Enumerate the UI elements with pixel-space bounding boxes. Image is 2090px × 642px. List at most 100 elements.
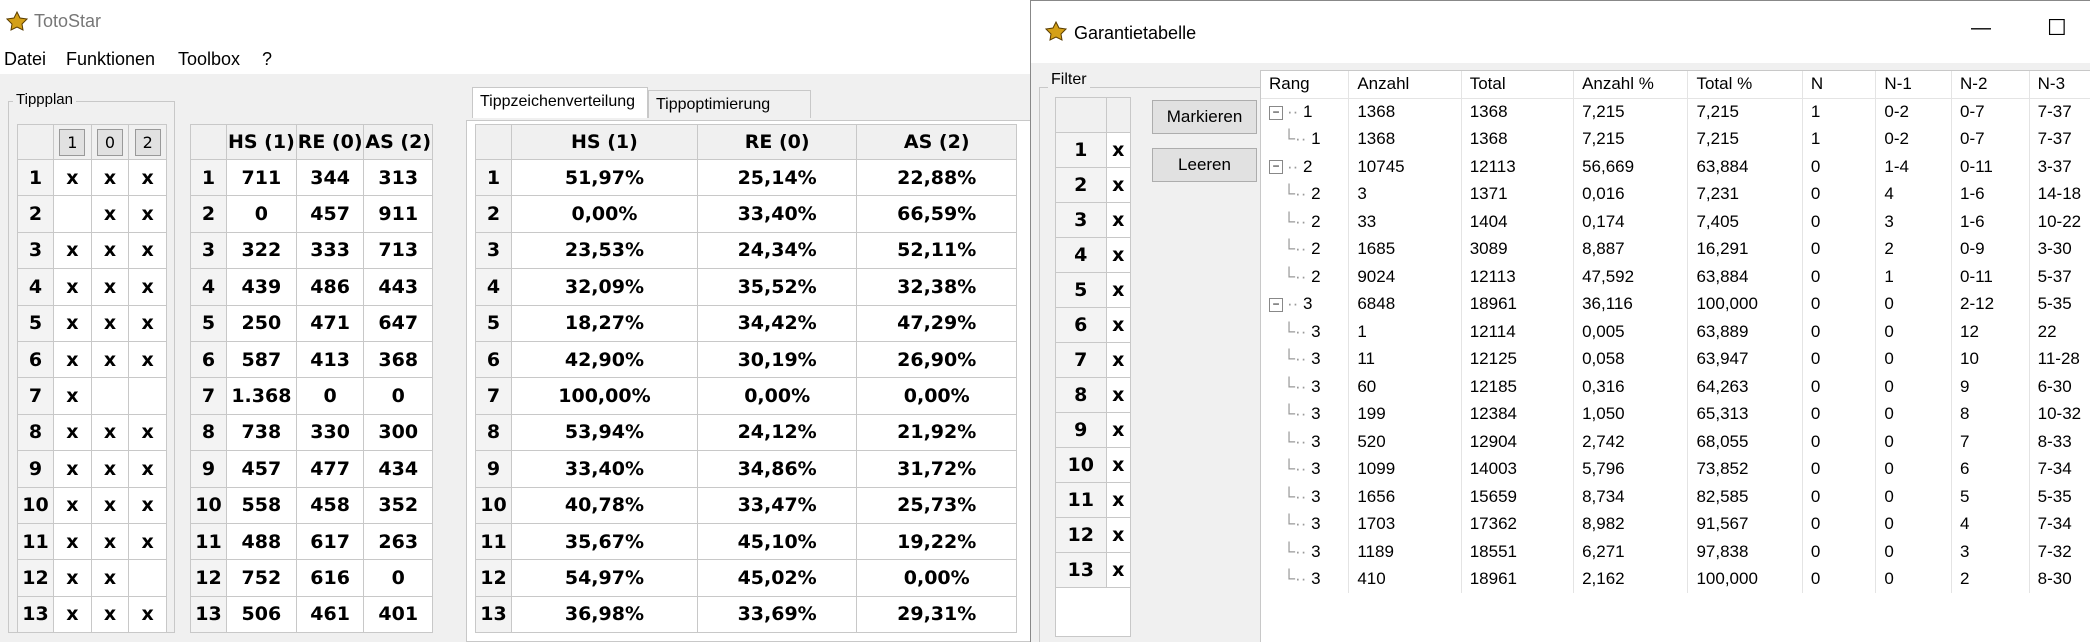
garantie-row[interactable]: └·· 3 11 12125 0,058 63,947 0 0 10 11-28	[1261, 345, 2090, 373]
col-header-2[interactable]: 2	[128, 124, 167, 160]
filter-cell[interactable]: x	[1105, 412, 1132, 448]
tippplan-cell[interactable]: x	[53, 340, 92, 379]
garantie-col-header[interactable]: Anzahl %	[1573, 71, 1689, 99]
tippplan-cell[interactable]: x	[90, 486, 130, 524]
tippplan-cell[interactable]: x	[90, 450, 130, 488]
garantie-row[interactable]: └·· 3 60 12185 0,316 64,263 0 0 9 6-30	[1261, 373, 2090, 401]
garantie-col-header[interactable]: N-1	[1875, 71, 1953, 99]
tippplan-cell[interactable]: x	[128, 340, 167, 379]
rang-value: 2	[1311, 239, 1321, 259]
tippplan-cell[interactable]: x	[90, 231, 130, 270]
rang-value: 3	[1311, 321, 1321, 341]
tippplan-cell[interactable]: x	[128, 304, 167, 342]
collapse-icon[interactable]: −	[1269, 297, 1283, 312]
garantie-row[interactable]: − ·· 3 6848 18961 36,116 100,000 0 0 2-12 5-35	[1261, 290, 2090, 318]
tippplan-cell[interactable]: x	[53, 231, 92, 270]
garantie-row[interactable]: └·· 2 9024 12113 47,592 63,884 0 1 0-11 5-37	[1261, 263, 2090, 291]
menu-funktionen[interactable]: Funktionen	[66, 49, 156, 69]
garantie-row[interactable]: └·· 2 1685 3089 8,887 16,291 0 2 0-9 3-30	[1261, 235, 2090, 263]
menu-datei[interactable]: Datei	[4, 49, 47, 69]
tippplan-cell[interactable]: x	[53, 522, 92, 561]
counts-cell: 506	[226, 595, 297, 634]
menu-help[interactable]: ?	[262, 49, 273, 69]
garantie-row[interactable]: └·· 1 1368 1368 7,215 7,215 1 0-2 0-7 7-37	[1261, 125, 2090, 153]
markieren-button[interactable]: Markieren	[1152, 100, 1257, 134]
maximize-button[interactable]: ☐	[2047, 15, 2067, 40]
tippplan-cell[interactable]: x	[128, 522, 167, 561]
tab-tippzeichenverteilung[interactable]: Tippzeichenverteilung	[472, 87, 648, 118]
filter-cell[interactable]: x	[1105, 307, 1132, 343]
tippplan-cell[interactable]: x	[53, 413, 92, 452]
counts-table: HS (1) RE (0) AS (2) 1 711 344 313 2 0 457 911 3…	[190, 124, 433, 634]
col-header-1[interactable]: 1	[53, 124, 92, 160]
tippplan-cell[interactable]: x	[128, 268, 167, 306]
garantie-row[interactable]: └·· 2 33 1404 0,174 7,405 0 3 1-6 10-22	[1261, 208, 2090, 236]
filter-cell[interactable]: x	[1105, 272, 1132, 308]
tippplan-cell[interactable]: x	[53, 450, 92, 488]
tippplan-cell[interactable]: x	[90, 522, 130, 561]
tippplan-cell[interactable]: x	[90, 340, 130, 379]
collapse-icon[interactable]: −	[1269, 105, 1283, 120]
filter-cell[interactable]: x	[1105, 482, 1132, 518]
garantie-row[interactable]: └·· 3 199 12384 1,050 65,313 0 0 8 10-32	[1261, 400, 2090, 428]
garantie-row[interactable]: − ·· 1 1368 1368 7,215 7,215 1 0-2 0-7 7-37	[1261, 98, 2090, 126]
tippplan-cell[interactable]: x	[128, 158, 167, 197]
tippplan-cell[interactable]: x	[128, 195, 167, 233]
tippplan-cell[interactable]	[90, 377, 130, 415]
tippplan-cell[interactable]: x	[128, 231, 167, 270]
tippplan-cell[interactable]: x	[128, 486, 167, 524]
filter-cell[interactable]: x	[1105, 132, 1132, 168]
garantie-row[interactable]: └·· 3 1099 14003 5,796 73,852 0 0 6 7-34	[1261, 455, 2090, 483]
garantie-row[interactable]: └·· 3 410 18961 2,162 100,000 0 0 2 8-30	[1261, 565, 2090, 593]
garantie-col-header[interactable]: Total %	[1687, 71, 1803, 99]
tippplan-cell[interactable]: x	[90, 559, 130, 597]
garantie-col-header[interactable]: N-2	[1951, 71, 2030, 99]
garantie-col-header[interactable]: Total	[1461, 71, 1575, 99]
tippplan-cell[interactable]: x	[53, 559, 92, 597]
garantie-col-header[interactable]: Anzahl	[1348, 71, 1462, 99]
garantie-col-header[interactable]: Rang	[1261, 71, 1350, 99]
tab-tippoptimierung[interactable]: Tippoptimierung	[648, 90, 811, 118]
tippplan-cell[interactable]: x	[128, 450, 167, 488]
filter-cell[interactable]: x	[1105, 342, 1132, 378]
col-header-0[interactable]: 0	[90, 124, 130, 160]
tippplan-cell[interactable]: x	[53, 377, 92, 415]
garantie-row[interactable]: └·· 2 3 1371 0,016 7,231 0 4 1-6 14-18	[1261, 180, 2090, 208]
garantie-row[interactable]: └·· 3 1 12114 0,005 63,889 0 0 12 22	[1261, 318, 2090, 346]
menu-toolbox[interactable]: Toolbox	[178, 49, 241, 69]
tippplan-cell[interactable]: x	[53, 304, 92, 342]
leeren-button[interactable]: Leeren	[1152, 148, 1257, 182]
tippplan-cell[interactable]: x	[53, 486, 92, 524]
filter-cell[interactable]: x	[1105, 237, 1132, 273]
filter-cell[interactable]: x	[1105, 447, 1132, 483]
garantie-cell: 33	[1348, 208, 1462, 236]
tippplan-cell[interactable]: x	[90, 195, 130, 233]
tippplan-cell[interactable]: x	[90, 304, 130, 342]
garantie-row[interactable]: └·· 3 1656 15659 8,734 82,585 0 0 5 5-35	[1261, 483, 2090, 511]
filter-cell[interactable]: x	[1105, 377, 1132, 413]
filter-cell[interactable]: x	[1105, 202, 1132, 238]
tippplan-cell[interactable]: x	[53, 595, 92, 634]
tippplan-cell[interactable]: x	[128, 595, 167, 634]
garantie-row[interactable]: − ·· 2 10745 12113 56,669 63,884 0 1-4 0-11 3-37	[1261, 153, 2090, 181]
garantie-row[interactable]: └·· 3 520 12904 2,742 68,055 0 0 7 8-33	[1261, 428, 2090, 456]
tippplan-cell[interactable]: x	[128, 413, 167, 452]
tippplan-cell[interactable]	[128, 377, 167, 415]
tippplan-cell[interactable]: x	[90, 158, 130, 197]
filter-cell[interactable]: x	[1105, 517, 1132, 553]
tippplan-cell[interactable]: x	[53, 268, 92, 306]
collapse-icon[interactable]: −	[1269, 160, 1283, 175]
garantie-row[interactable]: └·· 3 1189 18551 6,271 97,838 0 0 3 7-32	[1261, 538, 2090, 566]
filter-cell[interactable]: x	[1105, 167, 1132, 203]
tippplan-cell[interactable]: x	[90, 413, 130, 452]
garantie-col-header[interactable]: N-3	[2029, 71, 2090, 99]
filter-cell[interactable]: x	[1105, 552, 1132, 588]
tippplan-cell[interactable]	[53, 195, 92, 233]
tippplan-cell[interactable]: x	[53, 158, 92, 197]
tippplan-cell[interactable]	[128, 559, 167, 597]
tippplan-cell[interactable]: x	[90, 595, 130, 634]
garantie-row[interactable]: └·· 3 1703 17362 8,982 91,567 0 0 4 7-34	[1261, 510, 2090, 538]
tippplan-cell[interactable]: x	[90, 268, 130, 306]
minimize-button[interactable]: —	[1971, 17, 1991, 39]
garantie-col-header[interactable]: N	[1802, 71, 1877, 99]
